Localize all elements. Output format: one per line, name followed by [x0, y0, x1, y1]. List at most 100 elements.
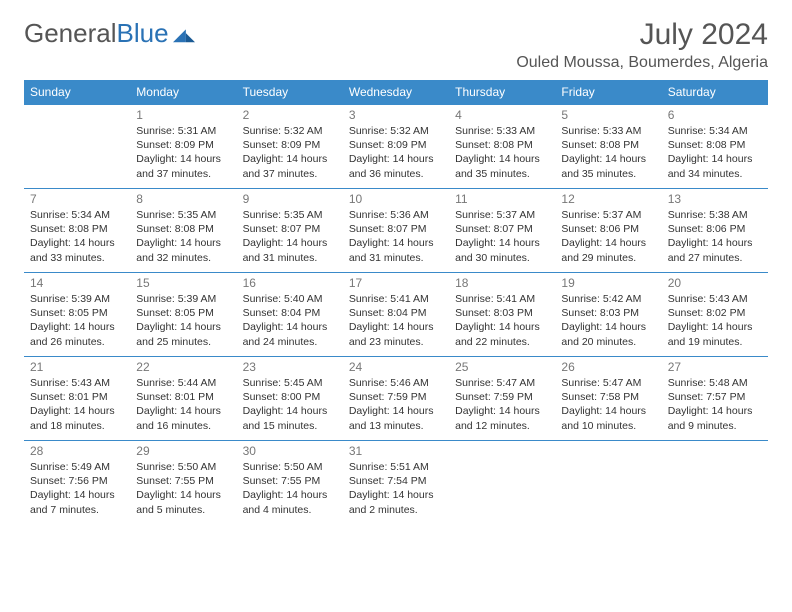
sunset-text: Sunset: 8:04 PM: [349, 306, 443, 320]
weekday-header: Friday: [555, 80, 661, 105]
day-number: 8: [136, 192, 230, 206]
calendar-empty-cell: [449, 441, 555, 525]
page-header: GeneralBlue July 2024 Ouled Moussa, Boum…: [24, 18, 768, 72]
day-info: Sunrise: 5:41 AMSunset: 8:03 PMDaylight:…: [455, 292, 549, 349]
day-info: Sunrise: 5:45 AMSunset: 8:00 PMDaylight:…: [243, 376, 337, 433]
day-info: Sunrise: 5:38 AMSunset: 8:06 PMDaylight:…: [668, 208, 762, 265]
sunset-text: Sunset: 8:01 PM: [136, 390, 230, 404]
day-number: 6: [668, 108, 762, 122]
calendar-day-cell: 14Sunrise: 5:39 AMSunset: 8:05 PMDayligh…: [24, 273, 130, 357]
sunset-text: Sunset: 8:02 PM: [668, 306, 762, 320]
sunrise-text: Sunrise: 5:43 AM: [30, 376, 124, 390]
sunset-text: Sunset: 8:07 PM: [243, 222, 337, 236]
daylight-text: Daylight: 14 hours and 16 minutes.: [136, 404, 230, 432]
sunset-text: Sunset: 8:09 PM: [136, 138, 230, 152]
daylight-text: Daylight: 14 hours and 27 minutes.: [668, 236, 762, 264]
sunset-text: Sunset: 8:04 PM: [243, 306, 337, 320]
day-info: Sunrise: 5:37 AMSunset: 8:07 PMDaylight:…: [455, 208, 549, 265]
day-info: Sunrise: 5:35 AMSunset: 8:08 PMDaylight:…: [136, 208, 230, 265]
calendar-day-cell: 4Sunrise: 5:33 AMSunset: 8:08 PMDaylight…: [449, 105, 555, 189]
location-text: Ouled Moussa, Boumerdes, Algeria: [516, 54, 768, 72]
calendar-week-row: 1Sunrise: 5:31 AMSunset: 8:09 PMDaylight…: [24, 105, 768, 189]
day-info: Sunrise: 5:47 AMSunset: 7:59 PMDaylight:…: [455, 376, 549, 433]
weekday-row: SundayMondayTuesdayWednesdayThursdayFrid…: [24, 80, 768, 105]
calendar-day-cell: 23 Sunrise: 5:45 AMSunset: 8:00 PMDayligh…: [237, 357, 343, 441]
day-info: Sunrise: 5:50 AMSunset: 7:55 PMDaylight:…: [243, 460, 337, 517]
sunrise-text: Sunrise: 5:47 AM: [561, 376, 655, 390]
calendar-body: 1Sunrise: 5:31 AMSunset: 8:09 PMDaylight…: [24, 105, 768, 525]
day-number: 10: [349, 192, 443, 206]
day-info: Sunrise: 5:49 AMSunset: 7:56 PMDaylight:…: [30, 460, 124, 517]
logo: GeneralBlue: [24, 18, 195, 49]
day-info: Sunrise: 5:31 AMSunset: 8:09 PMDaylight:…: [136, 124, 230, 181]
sunset-text: Sunset: 7:56 PM: [30, 474, 124, 488]
day-number: 3: [349, 108, 443, 122]
month-title: July 2024: [516, 18, 768, 52]
calendar-day-cell: 21Sunrise: 5:43 AMSunset: 8:01 PMDayligh…: [24, 357, 130, 441]
daylight-text: Daylight: 14 hours and 5 minutes.: [136, 488, 230, 516]
daylight-text: Daylight: 14 hours and 10 minutes.: [561, 404, 655, 432]
day-number: 31: [349, 444, 443, 458]
sunrise-text: Sunrise: 5:36 AM: [349, 208, 443, 222]
daylight-text: Daylight: 14 hours and 37 minutes.: [243, 152, 337, 180]
day-number: 25: [455, 360, 549, 374]
day-number: 1: [136, 108, 230, 122]
sunrise-text: Sunrise: 5:47 AM: [455, 376, 549, 390]
sunset-text: Sunset: 8:08 PM: [30, 222, 124, 236]
calendar-head: SundayMondayTuesdayWednesdayThursdayFrid…: [24, 80, 768, 105]
calendar-day-cell: 25 Sunrise: 5:47 AMSunset: 7:59 PMDayligh…: [449, 357, 555, 441]
sunset-text: Sunset: 7:55 PM: [136, 474, 230, 488]
calendar-week-row: 7Sunrise: 5:34 AMSunset: 8:08 PMDaylight…: [24, 189, 768, 273]
day-number: 16: [243, 276, 337, 290]
calendar-day-cell: 13Sunrise: 5:38 AMSunset: 8:06 PMDayligh…: [662, 189, 768, 273]
sunset-text: Sunset: 7:58 PM: [561, 390, 655, 404]
sunset-text: Sunset: 8:07 PM: [455, 222, 549, 236]
sunset-text: Sunset: 7:59 PM: [455, 390, 549, 404]
daylight-text: Daylight: 14 hours and 36 minutes.: [349, 152, 443, 180]
day-info: Sunrise: 5:51 AMSunset: 7:54 PMDaylight:…: [349, 460, 443, 517]
sunrise-text: Sunrise: 5:41 AM: [349, 292, 443, 306]
daylight-text: Daylight: 14 hours and 9 minutes.: [668, 404, 762, 432]
calendar-empty-cell: [662, 441, 768, 525]
calendar-week-row: 14Sunrise: 5:39 AMSunset: 8:05 PMDayligh…: [24, 273, 768, 357]
daylight-text: Daylight: 14 hours and 29 minutes.: [561, 236, 655, 264]
calendar-day-cell: 10Sunrise: 5:36 AMSunset: 8:07 PMDayligh…: [343, 189, 449, 273]
calendar-day-cell: 5Sunrise: 5:33 AMSunset: 8:08 PMDaylight…: [555, 105, 661, 189]
sunrise-text: Sunrise: 5:35 AM: [243, 208, 337, 222]
day-number: 23: [243, 360, 337, 374]
sunrise-text: Sunrise: 5:45 AM: [243, 376, 337, 390]
sunrise-text: Sunrise: 5:51 AM: [349, 460, 443, 474]
calendar-day-cell: 29 Sunrise: 5:50 AMSunset: 7:55 PMDayligh…: [130, 441, 236, 525]
calendar-day-cell: 11Sunrise: 5:37 AMSunset: 8:07 PMDayligh…: [449, 189, 555, 273]
day-number: 5: [561, 108, 655, 122]
sunrise-text: Sunrise: 5:50 AM: [136, 460, 230, 474]
day-info: Sunrise: 5:50 AMSunset: 7:55 PMDaylight:…: [136, 460, 230, 517]
calendar-day-cell: 22Sunrise: 5:44 AMSunset: 8:01 PMDayligh…: [130, 357, 236, 441]
sunrise-text: Sunrise: 5:42 AM: [561, 292, 655, 306]
daylight-text: Daylight: 14 hours and 18 minutes.: [30, 404, 124, 432]
sunrise-text: Sunrise: 5:49 AM: [30, 460, 124, 474]
day-number: 12: [561, 192, 655, 206]
day-number: 29: [136, 444, 230, 458]
day-info: Sunrise: 5:43 AMSunset: 8:01 PMDaylight:…: [30, 376, 124, 433]
calendar-day-cell: 26Sunrise: 5:47 AMSunset: 7:58 PMDayligh…: [555, 357, 661, 441]
calendar-day-cell: 1 Sunrise: 5:31 AMSunset: 8:09 PMDaylight…: [130, 105, 236, 189]
calendar-day-cell: 31 Sunrise: 5:51 AMSunset: 7:54 PMDayligh…: [343, 441, 449, 525]
daylight-text: Daylight: 14 hours and 24 minutes.: [243, 320, 337, 348]
day-number: 19: [561, 276, 655, 290]
sunset-text: Sunset: 7:54 PM: [349, 474, 443, 488]
sunrise-text: Sunrise: 5:31 AM: [136, 124, 230, 138]
sunset-text: Sunset: 8:06 PM: [561, 222, 655, 236]
sunset-text: Sunset: 7:55 PM: [243, 474, 337, 488]
day-info: Sunrise: 5:43 AMSunset: 8:02 PMDaylight:…: [668, 292, 762, 349]
weekday-header: Sunday: [24, 80, 130, 105]
day-number: 4: [455, 108, 549, 122]
daylight-text: Daylight: 14 hours and 19 minutes.: [668, 320, 762, 348]
calendar-day-cell: 16Sunrise: 5:40 AMSunset: 8:04 PMDayligh…: [237, 273, 343, 357]
day-number: 28: [30, 444, 124, 458]
sunrise-text: Sunrise: 5:32 AM: [243, 124, 337, 138]
calendar-day-cell: 3Sunrise: 5:32 AMSunset: 8:09 PMDaylight…: [343, 105, 449, 189]
day-number: 9: [243, 192, 337, 206]
day-info: Sunrise: 5:37 AMSunset: 8:06 PMDaylight:…: [561, 208, 655, 265]
daylight-text: Daylight: 14 hours and 37 minutes.: [136, 152, 230, 180]
